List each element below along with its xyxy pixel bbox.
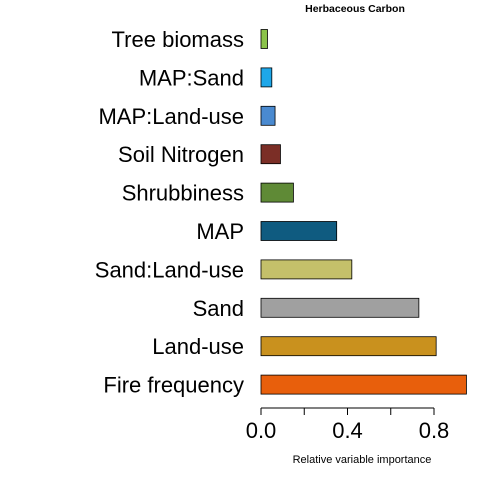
bar-map-land-use: [261, 106, 275, 125]
bar-soil-nitrogen: [261, 145, 280, 164]
bar-tree-biomass: [261, 30, 267, 49]
bar-fire-frequency: [261, 375, 466, 394]
bar-land-use: [261, 337, 436, 356]
category-labels: Tree biomass MAP:Sand MAP:Land-use Soil Nit…: [95, 27, 244, 398]
x-axis: 0.0 0.4 0.8: [246, 408, 450, 443]
x-axis-title: Relative variable importance: [293, 454, 432, 466]
category-label: Tree biomass: [112, 27, 244, 52]
category-label: Soil Nitrogen: [118, 142, 244, 167]
category-label: Sand: [193, 296, 244, 321]
x-tick-label: 0.8: [419, 418, 450, 443]
bar-sand: [261, 298, 419, 317]
category-label: MAP:Sand: [139, 65, 244, 90]
bars-group: [261, 30, 466, 395]
category-label: MAP:Land-use: [98, 104, 244, 129]
bar-shrubbiness: [261, 183, 293, 202]
bar-map-sand: [261, 68, 272, 87]
x-tick-label: 0.0: [246, 418, 277, 443]
bar-sand-land-use: [261, 260, 352, 279]
category-label: MAP: [196, 219, 244, 244]
bar-map: [261, 222, 337, 241]
category-label: Land-use: [152, 334, 244, 359]
category-label: Fire frequency: [103, 373, 244, 398]
category-label: Shrubbiness: [122, 181, 244, 206]
chart-title: Herbaceous Carbon: [305, 3, 405, 15]
x-tick-label: 0.4: [332, 418, 363, 443]
category-label: Sand:Land-use: [95, 257, 244, 282]
